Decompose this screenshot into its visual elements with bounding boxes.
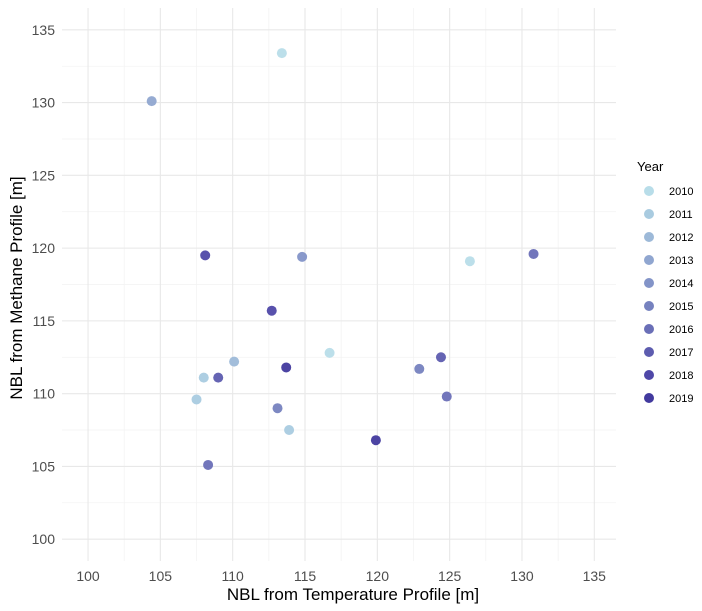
scatter-point-2011 [198, 372, 209, 383]
scatter-point-2015 [414, 363, 425, 374]
y-tick-label: 115 [33, 313, 56, 329]
x-tick-label: 110 [222, 568, 245, 584]
legend-key-2018 [644, 370, 654, 380]
legend-key-2010 [644, 186, 654, 196]
scatter-point-2016 [203, 459, 214, 470]
scatter-point-2011 [284, 425, 295, 436]
scatter-point-2013 [146, 96, 157, 107]
legend-label-2015: 2015 [669, 301, 693, 313]
x-tick-label: 105 [149, 568, 173, 584]
scatter-point-2010 [324, 347, 335, 358]
x-tick-label: 115 [294, 568, 317, 584]
x-axis-title: NBL from Temperature Profile [m] [227, 585, 479, 604]
scatter-point-2017 [435, 352, 446, 363]
y-tick-label: 100 [32, 531, 56, 547]
data-points [146, 48, 539, 470]
y-axis-title: NBL from Methane Profile [m] [7, 176, 26, 399]
y-tick-labels: 100 105 110 115 120 125 130 135 [32, 22, 56, 547]
grid-minor [62, 8, 616, 561]
y-tick-label: 130 [32, 95, 56, 111]
scatter-point-2018 [200, 250, 211, 261]
y-tick-label: 105 [32, 458, 56, 474]
scatter-point-2019 [370, 435, 381, 446]
legend-label-2014: 2014 [669, 278, 693, 290]
scatter-point-2012 [229, 356, 240, 367]
legend-key-2014 [644, 278, 654, 288]
x-tick-labels: 100 105 110 115 120 125 130 135 [76, 568, 606, 584]
legend-label-2019: 2019 [669, 393, 693, 405]
legend-label-2012: 2012 [669, 232, 693, 244]
y-tick-label: 110 [33, 386, 56, 402]
x-tick-label: 130 [510, 568, 534, 584]
scatter-point-2011 [191, 394, 202, 405]
scatter-point-2010 [464, 256, 475, 267]
scatter-point-2016 [528, 248, 539, 259]
legend-label-2016: 2016 [669, 324, 693, 336]
legend-label-2017: 2017 [669, 347, 693, 359]
legend-key-2011 [644, 209, 654, 219]
legend: Year 2010 2011 2012 2013 2014 2015 2016 2017 201… [637, 159, 693, 405]
y-tick-label: 120 [32, 240, 56, 256]
x-tick-label: 135 [583, 568, 607, 584]
legend-key-2017 [644, 347, 654, 357]
x-tick-label: 100 [76, 568, 100, 584]
grid-major [62, 8, 616, 561]
legend-key-2015 [644, 301, 654, 311]
legend-key-2013 [644, 255, 654, 265]
scatter-point-2014 [297, 251, 308, 262]
scatter-point-2016 [441, 391, 452, 402]
legend-label-2011: 2011 [669, 209, 693, 221]
x-tick-label: 120 [366, 568, 390, 584]
legend-key-2019 [644, 393, 654, 403]
scatter-point-2010 [276, 48, 287, 59]
legend-key-2016 [644, 324, 654, 334]
legend-label-2013: 2013 [669, 255, 693, 267]
scatter-point-2017 [213, 372, 224, 383]
scatter-point-2019 [281, 362, 292, 373]
y-tick-label: 135 [32, 22, 56, 38]
scatter-point-2018 [266, 305, 277, 316]
legend-label-2010: 2010 [669, 186, 693, 198]
legend-label-2018: 2018 [669, 370, 693, 382]
legend-key-2012 [644, 232, 654, 242]
y-tick-label: 125 [32, 167, 56, 183]
scatter-point-2015 [272, 403, 283, 414]
legend-title: Year [637, 159, 664, 174]
x-tick-label: 125 [438, 568, 462, 584]
